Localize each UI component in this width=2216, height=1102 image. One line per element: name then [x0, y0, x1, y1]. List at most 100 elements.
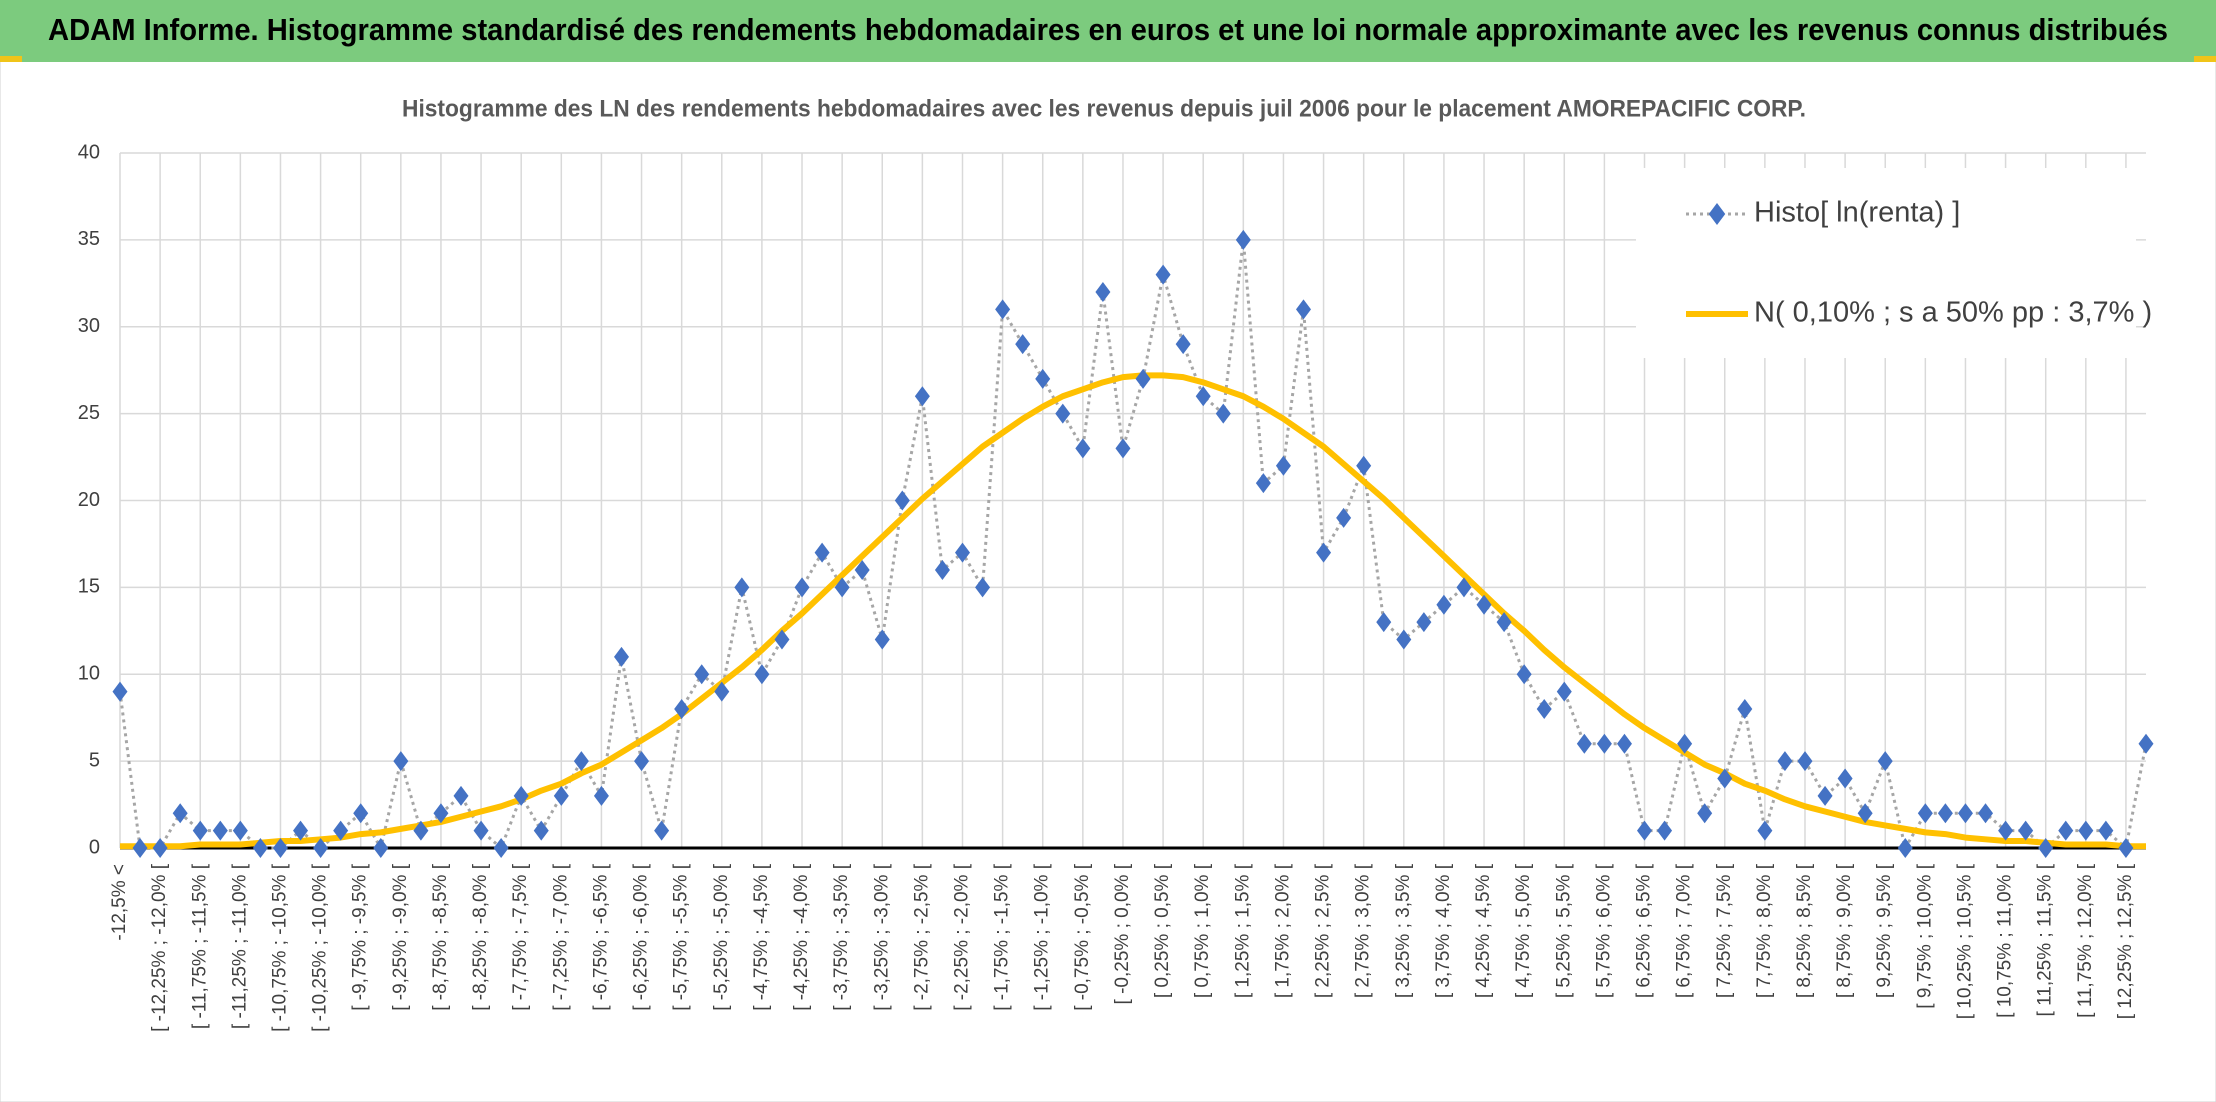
x-tick-label: [ 2,75% ; 3,0% [	[1353, 863, 1374, 998]
data-point	[433, 803, 449, 824]
data-point	[1737, 699, 1753, 719]
data-point	[1195, 386, 1211, 407]
data-point	[1035, 368, 1051, 389]
data-point	[1616, 733, 1632, 754]
x-tick-label: [ -10,75% ; -10,5% [	[269, 863, 290, 1032]
data-point	[934, 560, 950, 580]
x-tick-label: [ 3,25% ; 3,5% [	[1393, 863, 1414, 998]
grid: 0 5 10 15 20 25 30 35 40 -12,5% < [ -12,25% ; -12,…	[78, 141, 2146, 1032]
data-point	[1015, 334, 1031, 355]
data-point	[1255, 473, 1271, 494]
data-point	[1356, 455, 1372, 476]
data-point	[112, 681, 128, 702]
y-tick-label: 10	[78, 663, 100, 685]
x-tick-label: [ -8,75% ; -8,5% [	[430, 863, 451, 1011]
data-point	[1797, 751, 1813, 772]
header-corner	[2194, 56, 2216, 62]
x-tick-label: [ 11,25% ; 11,5% [	[2035, 863, 2056, 1016]
x-tick-label: [ -2,75% ; -2,5% [	[911, 863, 932, 1011]
x-tick-label: [ -4,75% ; -4,5% [	[751, 863, 772, 1011]
data-point	[1235, 229, 1251, 250]
x-tick-label: [ -1,75% ; -1,5% [	[992, 863, 1013, 1011]
data-point	[493, 838, 509, 858]
x-tick-label: [ 1,25% ; 1,5% [	[1232, 863, 1253, 998]
data-point	[2118, 838, 2134, 858]
data-point	[2098, 820, 2114, 841]
y-tick-label: 30	[78, 315, 100, 337]
x-tick-label: [ -7,25% ; -7,0% [	[550, 863, 571, 1011]
data-point	[1396, 629, 1412, 650]
data-point	[353, 803, 369, 824]
data-point	[1456, 577, 1472, 598]
x-tick-label: [ 7,75% ; 8,0% [	[1754, 863, 1775, 998]
data-point	[533, 820, 549, 841]
y-tick-label: 0	[89, 836, 100, 858]
x-tick-label: [ -0,25% ; 0,0% [	[1112, 863, 1133, 1004]
x-tick-label: [ -2,25% ; -2,0% [	[952, 863, 973, 1011]
x-tick-label: [ 2,25% ; 2,5% [	[1313, 863, 1334, 998]
data-point	[754, 664, 770, 685]
x-tick-label: [ 11,75% ; 12,0% [	[2075, 863, 2096, 1018]
x-tick-label: [ 5,75% ; 6,0% [	[1593, 863, 1614, 998]
data-point	[1175, 334, 1191, 355]
x-tick-label: [ -11,75% ; -11,5% [	[189, 863, 210, 1029]
data-point	[272, 838, 288, 858]
chart-title: ADAM Informe. Histogramme standardisé de…	[48, 12, 2168, 47]
data-point	[1657, 820, 1673, 841]
y-tick-label: 20	[78, 489, 100, 511]
data-point	[1978, 803, 1994, 824]
data-point	[2058, 820, 2074, 841]
data-point	[1316, 542, 1332, 563]
data-point	[293, 820, 309, 841]
x-tick-label: [ 4,75% ; 5,0% [	[1513, 863, 1534, 998]
x-tick-label: [ -0,75% ; -0,5% [	[1072, 863, 1093, 1011]
data-point	[954, 542, 970, 563]
data-point	[1817, 785, 1833, 806]
data-point	[1376, 612, 1392, 633]
data-point	[634, 751, 650, 772]
data-point	[1637, 820, 1653, 841]
data-point	[854, 560, 870, 580]
data-point	[1416, 612, 1432, 633]
x-tick-label: [ 8,25% ; 8,5% [	[1794, 863, 1815, 998]
data-point	[995, 299, 1011, 320]
data-point	[2078, 820, 2094, 841]
y-tick-label: 5	[89, 749, 100, 771]
x-tick-label: [ -1,25% ; -1,0% [	[1032, 863, 1053, 1011]
plot-area	[112, 229, 2154, 858]
data-point	[1336, 507, 1352, 528]
data-point	[1115, 438, 1131, 459]
x-tick-label: [ 10,75% ; 11,0% [	[1995, 863, 2016, 1018]
data-point	[914, 386, 930, 407]
data-point	[1677, 733, 1693, 754]
x-tick-label: [ -3,75% ; -3,5% [	[831, 863, 852, 1011]
data-point	[2038, 838, 2054, 858]
data-point	[1957, 803, 1973, 824]
x-tick-label: [ 0,75% ; 1,0% [	[1192, 863, 1213, 998]
x-tick-label: [ -5,25% ; -5,0% [	[711, 863, 732, 1011]
x-tick-label: [ -11,25% ; -11,0% [	[229, 863, 250, 1029]
x-tick-label: [ -6,25% ; -6,0% [	[631, 863, 652, 1011]
data-point	[1135, 368, 1151, 389]
data-point	[734, 577, 750, 598]
data-point	[613, 646, 629, 667]
x-tick-label: -12,5% <	[109, 864, 130, 941]
header-corner	[0, 56, 22, 62]
data-point	[834, 577, 850, 598]
x-tick-label: [ 6,75% ; 7,0% [	[1674, 863, 1695, 998]
y-tick-label: 25	[78, 402, 100, 424]
data-point	[1998, 820, 2014, 841]
data-point	[553, 785, 569, 806]
x-tick-label: [ 0,25% ; 0,5% [	[1152, 863, 1173, 998]
data-point	[1516, 664, 1532, 685]
x-tick-label: [ 10,25% ; 10,5% [	[1954, 863, 1975, 1019]
data-point	[1857, 803, 1873, 824]
data-point	[413, 820, 429, 841]
data-point	[393, 751, 409, 772]
data-point	[1717, 768, 1733, 789]
data-point	[1095, 282, 1111, 302]
x-tick-label: [ 1,75% ; 2,0% [	[1272, 863, 1293, 998]
data-point	[132, 838, 148, 858]
data-point	[172, 803, 188, 824]
y-tick-label: 40	[78, 141, 100, 163]
